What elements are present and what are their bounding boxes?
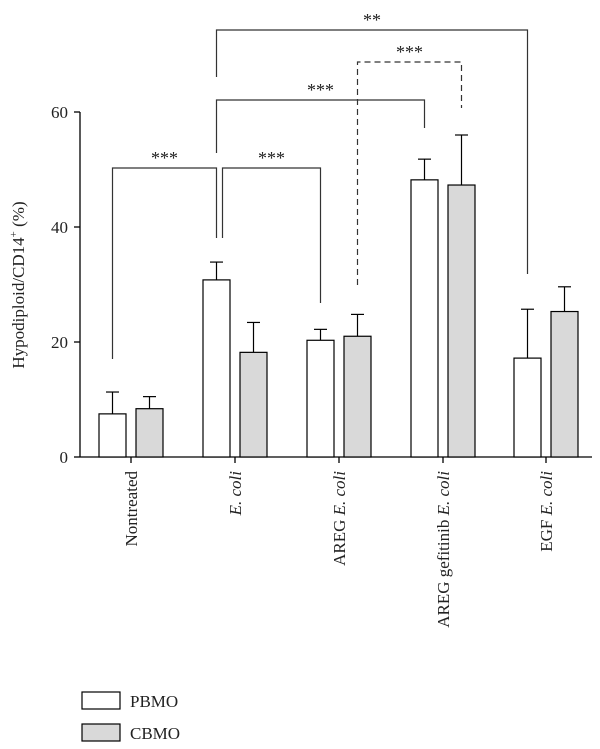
- legend-swatch-cbmo: [81, 723, 121, 742]
- axes: 0 20 40 60 Nontreated E. coli AREG E. coli AREG…: [51, 103, 592, 628]
- bar: [98, 413, 127, 458]
- bar: [447, 184, 476, 458]
- x-tick-label: Nontreated: [122, 471, 141, 547]
- significance-label: ***: [396, 42, 423, 62]
- legend-swatch-pbmo: [81, 691, 121, 710]
- y-tick-label: 20: [51, 333, 68, 352]
- y-tick-label: 60: [51, 103, 68, 122]
- x-tick-label: AREG gefitinib E. coli: [434, 471, 453, 628]
- bar: [513, 357, 542, 458]
- y-tick-label: 40: [51, 218, 68, 237]
- significance-brackets: *** ***********: [111, 10, 529, 359]
- y-axis-label: Hypodiploid/CD14+ (%): [8, 201, 28, 368]
- significance-label: **: [363, 10, 381, 30]
- significance-bracket: [221, 167, 322, 303]
- bar: [306, 339, 335, 458]
- bar: [343, 335, 372, 458]
- bar: [550, 310, 579, 458]
- legend-label-pbmo: PBMO: [130, 692, 178, 711]
- significance-bracket: [215, 29, 529, 274]
- bar: [239, 351, 268, 458]
- x-tick-label: EGF E. coli: [537, 471, 556, 552]
- significance-bracket: [356, 61, 463, 285]
- bars: [98, 134, 579, 458]
- significance-bracket: [111, 167, 218, 359]
- bar: [202, 279, 231, 458]
- legend-label-cbmo: CBMO: [130, 724, 180, 743]
- x-tick-label: E. coli: [226, 471, 245, 517]
- x-tick-label: AREG E. coli: [330, 471, 349, 566]
- y-tick-label: 0: [60, 448, 69, 467]
- significance-label: ***: [258, 148, 285, 168]
- significance-bracket: [215, 99, 426, 153]
- bar: [410, 179, 439, 458]
- significance-label: ***: [151, 148, 178, 168]
- legend: PBMO CBMO: [81, 691, 180, 743]
- significance-label: ***: [307, 80, 334, 100]
- bar: [135, 408, 164, 458]
